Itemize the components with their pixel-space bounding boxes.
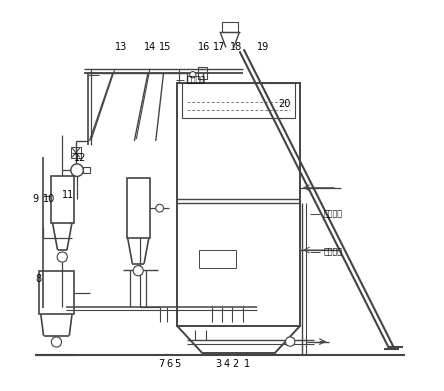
Text: 17: 17 <box>213 43 225 52</box>
Text: 1: 1 <box>244 359 250 369</box>
Text: 2: 2 <box>233 359 239 369</box>
Text: 5: 5 <box>174 359 180 369</box>
Bar <box>198 250 236 267</box>
Bar <box>222 22 238 32</box>
Bar <box>39 271 74 314</box>
Bar <box>127 178 150 239</box>
Text: 4: 4 <box>224 359 230 369</box>
Text: 20: 20 <box>278 99 290 109</box>
Circle shape <box>285 337 295 346</box>
Text: 氧气进口: 氧气进口 <box>323 248 342 256</box>
Circle shape <box>52 337 61 347</box>
Bar <box>198 67 207 79</box>
Text: 7: 7 <box>159 359 165 369</box>
Text: 15: 15 <box>159 43 172 52</box>
Circle shape <box>190 72 196 78</box>
Bar <box>71 147 80 158</box>
Circle shape <box>71 164 83 176</box>
Text: 19: 19 <box>257 43 269 52</box>
Text: 8: 8 <box>35 274 41 284</box>
Circle shape <box>133 265 143 276</box>
Bar <box>182 83 295 118</box>
Circle shape <box>156 204 163 212</box>
Text: 9: 9 <box>32 194 38 204</box>
Text: 14: 14 <box>144 43 156 52</box>
Text: 12: 12 <box>74 154 86 163</box>
Text: 蒸汽进口: 蒸汽进口 <box>323 209 342 218</box>
Bar <box>51 176 74 223</box>
Bar <box>177 83 300 326</box>
Text: 蒸汽出口: 蒸汽出口 <box>186 75 205 84</box>
Text: 6: 6 <box>166 359 172 369</box>
Circle shape <box>57 252 67 262</box>
Text: 13: 13 <box>115 43 127 52</box>
Text: 11: 11 <box>62 190 74 201</box>
Text: 3: 3 <box>215 359 221 369</box>
Bar <box>83 167 90 173</box>
Text: 18: 18 <box>230 43 242 52</box>
Text: 10: 10 <box>43 194 55 204</box>
Text: 16: 16 <box>198 43 210 52</box>
